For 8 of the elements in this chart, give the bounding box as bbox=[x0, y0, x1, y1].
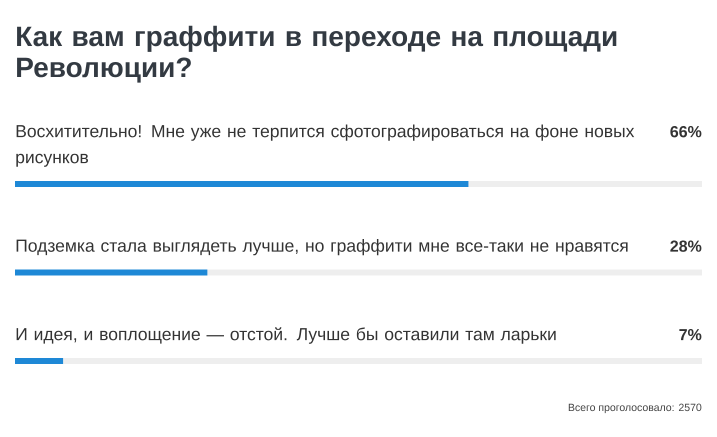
chart-title: Как вам граффити в переходе на площади Революции? bbox=[17, 26, 616, 83]
data-label: 7% bbox=[679, 329, 702, 340]
text: Всего проголосовало: 2570 bbox=[568, 404, 702, 414]
y-tick-label: Подземка стала выглядеть лучше, но граффити мне все-таки не нравятся bbox=[16, 238, 628, 256]
y-tick-label: И идея, и воплощение — отстой. Лучше бы оставили там ларьки bbox=[16, 327, 556, 344]
y-tick-label: Восхитительно! Мне уже не терпится сфотографироваться на фоне новых рисунков bbox=[16, 124, 634, 167]
data-label: 66% bbox=[670, 126, 702, 138]
data-label: 28% bbox=[670, 240, 702, 252]
